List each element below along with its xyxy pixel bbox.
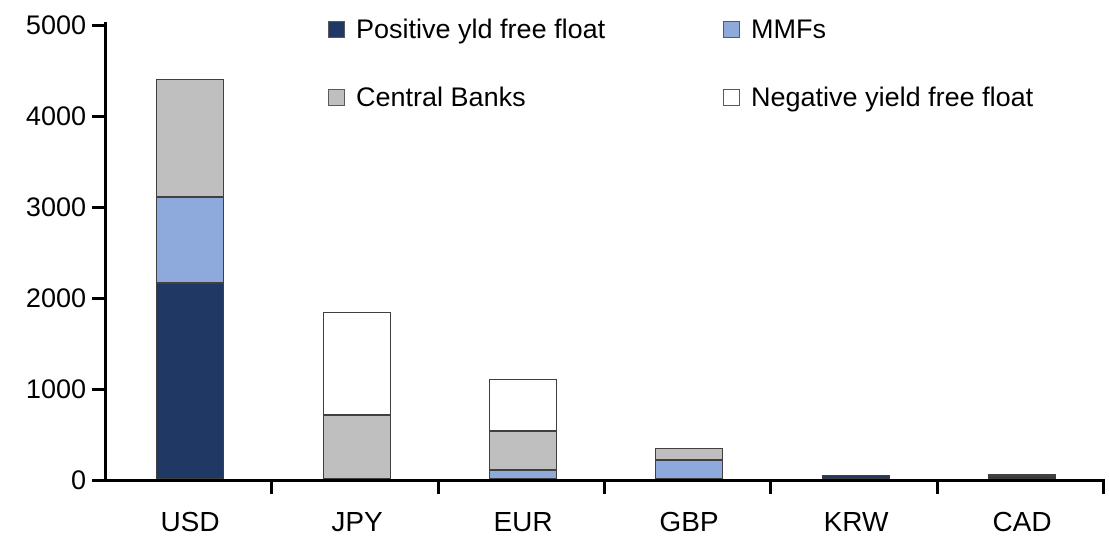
x-axis-tick	[603, 479, 606, 494]
bar-cad-segment-positive-yld-free-float	[988, 475, 1056, 479]
bar-usd-segment-central-banks	[156, 78, 224, 197]
legend-label-positive-yld-free-float: Positive yld free float	[356, 14, 606, 44]
x-axis-tick	[769, 479, 772, 494]
y-axis-tick	[92, 297, 104, 300]
x-axis-tick	[270, 479, 273, 494]
y-axis-tick	[92, 206, 104, 209]
y-axis-tick-label: 3000	[25, 192, 86, 222]
bar-eur-segment-central-banks	[489, 430, 557, 470]
bar-usd-segment-positive-yld-free-float	[156, 283, 224, 480]
legend-swatch-positive-yld-free-float	[328, 21, 345, 38]
x-axis-tick	[1102, 479, 1105, 494]
legend-item-positive-yld-free-float: Positive yld free float	[328, 14, 605, 45]
legend-swatch-central-banks	[328, 89, 345, 106]
x-axis-label-cad: CAD	[992, 506, 1052, 537]
y-axis-tick-label: 4000	[25, 101, 86, 131]
bar-usd-segment-mmfs	[156, 196, 224, 284]
x-axis-label-usd: USD	[160, 506, 220, 537]
bar-krw-segment-positive-yld-free-float	[822, 474, 890, 479]
y-axis-tick	[92, 388, 104, 391]
x-axis-tick	[437, 479, 440, 494]
bar-cad-segment-central-banks	[988, 473, 1056, 476]
x-axis-tick	[936, 479, 939, 494]
bar-gbp-segment-mmfs	[655, 459, 723, 479]
y-axis-tick-label: 2000	[25, 283, 86, 313]
x-axis-label-gbp: GBP	[659, 506, 719, 537]
legend-swatch-negative-yield-free-float	[723, 89, 740, 106]
y-axis-tick	[92, 115, 104, 118]
y-axis-tick	[92, 479, 104, 482]
legend-label-central-banks: Central Banks	[356, 82, 526, 112]
y-axis-line	[104, 22, 107, 482]
bar-jpy-segment-negative-yield-free-float	[323, 311, 391, 416]
bar-eur-segment-negative-yield-free-float	[489, 378, 557, 431]
bar-gbp-segment-central-banks	[655, 448, 723, 460]
legend-label-negative-yield-free-float: Negative yield free float	[751, 82, 1034, 112]
y-axis-tick-label: 0	[70, 465, 86, 495]
legend-item-central-banks: Central Banks	[328, 82, 526, 113]
y-axis-tick	[92, 24, 104, 27]
legend-item-negative-yield-free-float: Negative yield free float	[723, 82, 1033, 113]
legend-swatch-mmfs	[723, 21, 740, 38]
bar-jpy-segment-central-banks	[323, 415, 391, 479]
bar-eur-segment-mmfs	[489, 469, 557, 479]
x-axis-label-krw: KRW	[823, 506, 889, 537]
legend-item-mmfs: MMFs	[723, 14, 826, 45]
legend-label-mmfs: MMFs	[751, 14, 826, 44]
x-axis-label-eur: EUR	[493, 506, 553, 537]
y-axis-tick-label: 5000	[25, 10, 86, 40]
y-axis-tick-label: 1000	[25, 374, 86, 404]
x-axis-label-jpy: JPY	[331, 506, 383, 537]
